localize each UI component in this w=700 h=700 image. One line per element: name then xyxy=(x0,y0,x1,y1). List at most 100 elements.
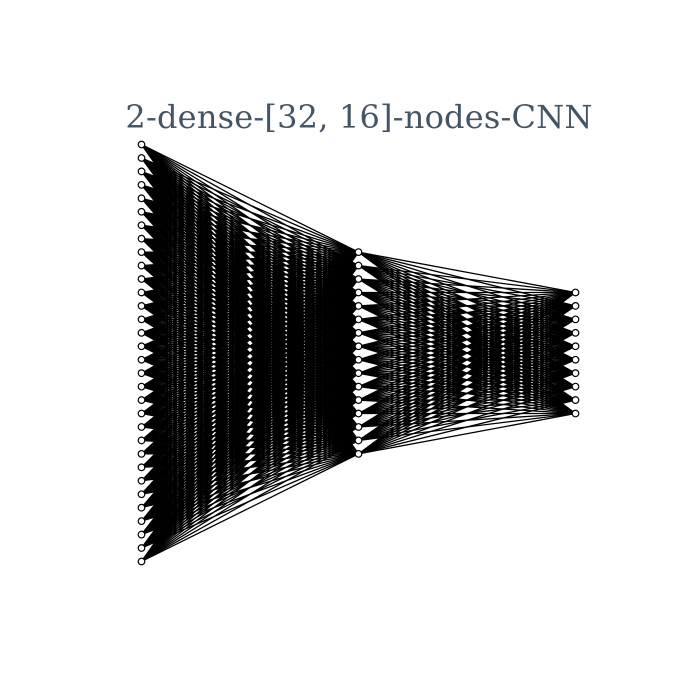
edge-l0-31-2 xyxy=(140,278,360,562)
node-layer1-6 xyxy=(354,328,363,337)
edge-l0-5-0 xyxy=(141,211,359,253)
node-layer0-30 xyxy=(137,544,146,552)
node-layer2-8 xyxy=(571,396,580,404)
edge-l0-7-0 xyxy=(141,238,359,253)
node-layer0-15 xyxy=(137,342,146,351)
edge-l0-31-6 xyxy=(141,332,359,562)
node-layer2-4 xyxy=(571,342,580,351)
edge-l0-18-0 xyxy=(141,251,359,388)
node-layer0-12 xyxy=(137,302,146,310)
edge-l0-11-0 xyxy=(141,251,359,294)
node-layer0-20 xyxy=(137,409,146,418)
edge-l0-31-15 xyxy=(141,453,359,563)
edge-l0-3-0 xyxy=(141,184,359,253)
edge-l1-15-6 xyxy=(358,372,576,455)
edge-l1-5-0 xyxy=(358,291,576,321)
edge-l0-31-12 xyxy=(141,412,359,563)
edge-l0-31-8 xyxy=(141,359,359,562)
edge-l0-2-0 xyxy=(141,170,359,253)
node-group xyxy=(137,140,580,566)
node-layer0-13 xyxy=(137,315,146,324)
edge-l1-11-0 xyxy=(358,291,576,401)
node-layer0-7 xyxy=(137,234,146,243)
edge-group xyxy=(140,143,576,563)
edge-l0-28-0 xyxy=(140,251,360,522)
edge-l0-1-0 xyxy=(141,157,359,253)
node-layer1-3 xyxy=(354,288,363,297)
node-layer0-23 xyxy=(137,449,146,458)
node-layer0-16 xyxy=(137,355,146,364)
node-layer0-22 xyxy=(137,436,146,445)
node-layer0-21 xyxy=(137,423,146,431)
edge-l1-13-0 xyxy=(358,291,576,428)
diagram-title: 2-dense-[32, 16]-nodes-CNN xyxy=(125,98,593,136)
node-layer1-8 xyxy=(354,355,363,364)
node-layer1-10 xyxy=(354,382,363,391)
node-layer0-4 xyxy=(137,194,146,203)
node-layer0-18 xyxy=(137,382,146,391)
node-layer0-28 xyxy=(137,517,146,526)
node-layer0-0 xyxy=(137,140,146,149)
edge-l1-15-7 xyxy=(358,386,576,455)
edge-l1-12-0 xyxy=(358,291,576,415)
node-layer2-6 xyxy=(571,369,580,378)
edge-l1-1-0 xyxy=(358,264,576,294)
edge-l0-20-0 xyxy=(141,251,359,415)
edge-l0-23-0 xyxy=(141,251,359,455)
edge-l0-15-0 xyxy=(141,251,359,347)
edge-l1-9-0 xyxy=(358,291,576,374)
edge-l0-31-10 xyxy=(141,386,359,562)
edge-l0-4-0 xyxy=(141,197,359,253)
edge-l0-24-0 xyxy=(141,251,359,468)
node-layer1-7 xyxy=(354,342,363,351)
edge-l0-13-0 xyxy=(141,251,359,320)
node-layer2-0 xyxy=(571,288,580,297)
edge-l1-15-8 xyxy=(358,399,576,455)
node-layer2-1 xyxy=(571,302,580,310)
node-layer1-15 xyxy=(354,449,363,458)
node-layer0-14 xyxy=(137,328,146,337)
node-layer1-12 xyxy=(354,409,363,418)
edge-l0-31-13 xyxy=(141,426,359,563)
edge-l1-15-5 xyxy=(358,359,576,455)
node-layer2-9 xyxy=(571,409,580,418)
node-layer2-3 xyxy=(571,328,580,337)
edge-l0-31-5 xyxy=(141,318,359,562)
edge-l0-31-1 xyxy=(140,265,360,562)
node-layer1-11 xyxy=(354,396,363,404)
edge-l1-15-9 xyxy=(358,412,576,455)
edge-l1-15-1 xyxy=(358,305,576,455)
node-layer0-8 xyxy=(137,248,146,257)
node-layer2-2 xyxy=(571,315,580,324)
edge-l1-4-0 xyxy=(358,291,576,307)
edge-l0-31-3 xyxy=(140,292,360,562)
edge-l1-2-0 xyxy=(358,278,576,294)
node-layer0-26 xyxy=(137,490,146,499)
node-layer1-13 xyxy=(354,423,363,431)
node-layer0-1 xyxy=(137,154,146,162)
node-layer0-19 xyxy=(137,396,146,404)
node-layer0-10 xyxy=(137,275,146,283)
node-layer0-24 xyxy=(137,463,146,472)
edge-l0-6-0 xyxy=(141,224,359,253)
node-layer1-5 xyxy=(354,315,363,324)
edge-l0-25-0 xyxy=(141,251,359,482)
node-layer0-11 xyxy=(137,288,146,297)
edge-l1-10-0 xyxy=(358,291,576,388)
edge-l0-31-4 xyxy=(141,305,359,562)
edge-l1-8-0 xyxy=(358,291,576,361)
node-layer0-6 xyxy=(137,221,146,230)
edge-l1-7-0 xyxy=(358,291,576,347)
edge-l0-14-0 xyxy=(141,251,359,334)
edge-l1-0-0 xyxy=(358,251,576,294)
edge-l0-16-0 xyxy=(141,251,359,361)
edge-l0-31-11 xyxy=(141,399,359,562)
edge-l0-29-0 xyxy=(140,251,360,535)
edge-l0-30-0 xyxy=(140,251,360,549)
edge-l0-10-0 xyxy=(141,251,359,280)
edge-l1-14-0 xyxy=(358,291,576,441)
edge-l0-9-0 xyxy=(141,251,359,267)
edge-l0-0-0 xyxy=(141,143,359,253)
edge-l0-17-0 xyxy=(141,251,359,374)
